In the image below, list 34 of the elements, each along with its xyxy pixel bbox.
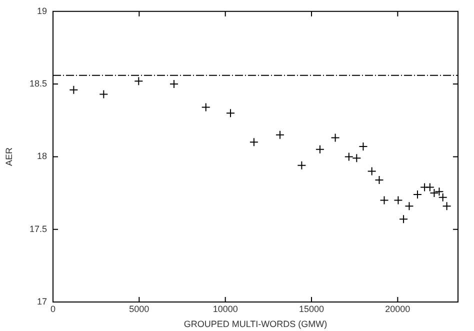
point	[399, 214, 408, 224]
point	[134, 76, 144, 86]
point	[275, 130, 284, 140]
y-axis-title: AER	[4, 146, 14, 166]
point	[315, 144, 324, 154]
point	[99, 90, 108, 99]
point	[413, 190, 422, 199]
point	[69, 85, 78, 94]
y-tick-label: 18	[36, 151, 47, 162]
point	[297, 160, 306, 170]
point	[367, 166, 376, 176]
point	[169, 80, 178, 89]
point	[352, 154, 362, 163]
point	[404, 202, 414, 211]
point	[358, 142, 368, 152]
x-tick-label: 15000	[298, 304, 324, 314]
point	[344, 152, 354, 162]
point	[442, 202, 452, 211]
point	[380, 196, 389, 205]
y-tick-label: 17	[36, 296, 47, 306]
point	[249, 138, 258, 147]
x-axis-title: GROUPED MULTI-WORDS (GMW)	[184, 319, 328, 330]
x-tick-label: 20000	[385, 304, 410, 314]
point	[330, 133, 340, 142]
y-tick-label: 18.5	[29, 78, 47, 89]
y-tick-label: 19	[36, 6, 47, 16]
point	[394, 196, 403, 205]
y-tick-label: 17.5	[29, 224, 47, 234]
point	[226, 108, 236, 118]
point	[201, 102, 210, 112]
point	[374, 175, 384, 184]
x-tick-label: 0	[50, 304, 56, 314]
x-tick-label: 10000	[212, 304, 238, 314]
x-tick-label: 5000	[129, 304, 150, 314]
